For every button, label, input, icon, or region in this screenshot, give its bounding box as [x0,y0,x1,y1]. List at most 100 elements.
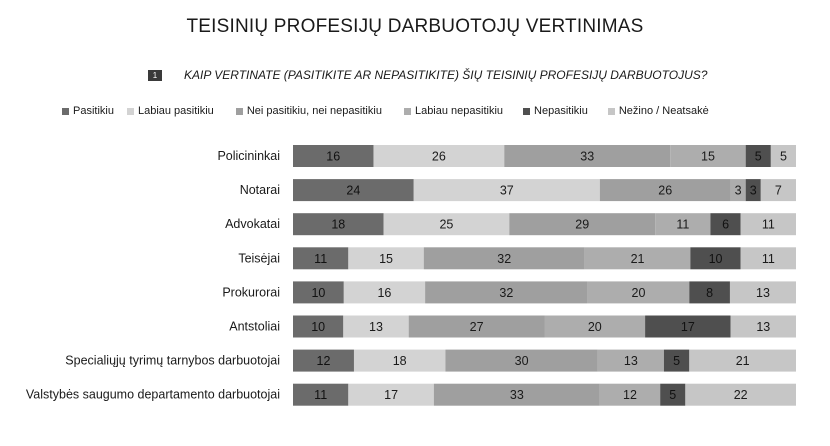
data-label: 15 [701,150,715,164]
bar-segment [770,145,796,167]
data-label: 17 [384,388,398,402]
bar-segment [413,179,600,202]
data-label: 16 [377,286,391,300]
data-label: 32 [497,252,511,266]
data-label: 3 [735,184,742,198]
bar-segment [660,383,686,406]
data-label: 11 [762,218,775,232]
bar-segment [689,349,796,372]
data-label: 5 [755,150,762,164]
bar-segment [544,315,646,338]
data-label: 18 [331,218,345,232]
data-label: 13 [624,354,638,368]
data-label: 29 [575,218,589,232]
bar-segment [730,315,796,338]
bar-segment [509,213,656,236]
legend-item-nepasitikiu: Nepasitikiu [523,105,588,117]
bar-segment [348,383,434,406]
legend-item-nezino: Nežino / Neatsakė [607,105,709,117]
data-label: 10 [311,320,325,334]
data-label: 8 [706,286,713,300]
data-label: 15 [379,252,393,266]
bar-segment [293,315,344,338]
data-label: 33 [510,388,524,402]
data-label: 10 [311,286,325,300]
bar-segment [760,179,796,202]
data-label: 6 [722,218,729,232]
bar-segment [599,179,731,202]
legend-swatch-pasitikiu [62,107,69,115]
bar-segment [293,247,349,270]
legend-label-labiau-pasitikiu: Labiau pasitikiu [137,105,214,117]
legend-label-labiau-nepasitikiu: Labiau nepasitikiu [414,105,504,117]
data-label: 5 [673,354,680,368]
bar-segment [740,247,796,270]
data-label: 21 [631,252,645,266]
legend-swatch-labiau-pasitikiu [126,107,134,115]
bar-segment [423,247,585,270]
data-label: 33 [580,150,594,164]
bar-segment [348,247,424,270]
data-label: 12 [317,354,331,368]
bar-segment [587,281,690,304]
legend: Pasitikiu Labiau pasitikiu Nei pasitikiu… [62,105,709,117]
data-label: 3 [750,184,757,198]
bar-segment [293,179,414,202]
data-label: 18 [393,354,407,368]
category-label: Specialiųjų tyrimų tarnybos darbuotojai [65,354,280,368]
data-label: 13 [756,286,770,300]
bar-segment [293,213,384,236]
bar-segment [689,281,730,304]
bar-segment [343,281,426,304]
bar-segment [293,349,354,372]
legend-item-pasitikiu: Pasitikiu [62,105,114,117]
data-label: 13 [369,320,383,334]
bar-segment [584,247,691,270]
question-line: 1 KAIP VERTINATE (PASITIKITE AR NEPASITI… [148,68,707,82]
data-label: 22 [734,388,748,402]
chart-title: TEISINIŲ PROFESIJŲ DARBUOTOJŲ VERTINIMAS [186,16,644,37]
legend-item-labiau-pasitikiu: Labiau pasitikiu [126,105,214,117]
question-text: KAIP VERTINATE (PASITIKITE AR NEPASITIKI… [184,68,708,82]
data-label: 13 [756,320,770,334]
bar-segment [373,145,505,167]
legend-swatch-nei [235,107,243,115]
data-label: 11 [676,218,689,232]
bar-segment [745,145,771,167]
bar-segment [663,349,690,372]
data-label: 27 [470,320,484,334]
data-label: 26 [658,184,672,198]
category-label: Advokatai [225,217,280,231]
legend-label-nei: Nei pasitikiu, nei nepasitikiu [246,105,382,117]
data-label: 20 [632,286,646,300]
bar-segment [425,281,588,304]
legend-swatch-nezino [607,107,615,115]
data-label: 5 [780,150,787,164]
legend-label-pasitikiu: Pasitikiu [73,105,114,117]
category-label: Notarai [240,183,280,197]
data-label: 10 [709,252,723,266]
bar-segment [445,349,598,372]
data-label: 25 [439,218,453,232]
data-label: 30 [515,354,529,368]
bar-segment [740,213,796,236]
bar-segment [730,179,746,202]
legend-label-nepasitikiu: Nepasitikiu [534,105,588,117]
bar-segment [690,247,741,270]
category-label: Prokurorai [222,285,280,299]
data-label: 7 [775,184,782,198]
category-label: Teisėjai [238,251,280,265]
data-label: 12 [623,388,637,402]
bar-segment [408,315,545,338]
data-label: 24 [346,184,360,198]
bar-segment [597,349,664,372]
bar-segment [383,213,510,236]
bar-segment [293,145,374,167]
data-label: 11 [314,388,327,402]
bar-segment [670,145,746,167]
bar-segment [433,383,600,406]
category-label: Valstybės saugumo departamento darbuotoj… [26,388,280,402]
bar-segment [645,315,731,338]
bar-segment [343,315,409,338]
bar-segment [710,213,741,236]
